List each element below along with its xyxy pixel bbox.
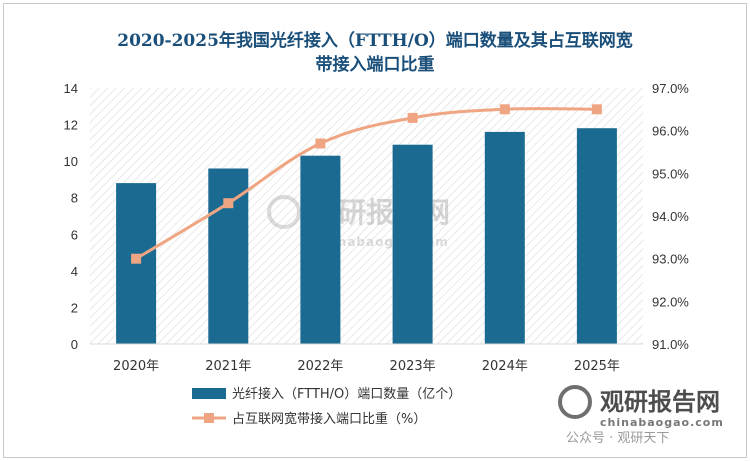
y-left-tick-label: 14 — [64, 81, 78, 96]
y-right-tick-label: 92.0% — [652, 294, 689, 309]
bar-2021年 — [208, 168, 249, 344]
line-point-2023年 — [407, 112, 418, 123]
legend: 光纤接入（FTTH/O）端口数量（亿个） 占互联网宽带接入端口比重（%） — [192, 386, 461, 427]
bar-2022年 — [300, 155, 341, 344]
legend-line-marker — [204, 413, 214, 423]
bar-2025年 — [576, 128, 617, 344]
ratio-line — [135, 107, 597, 260]
line-series — [131, 104, 602, 264]
x-axis: 2020年 2021年 2022年 2023年 2024年 2025年 — [113, 359, 620, 374]
bar-2023年 — [392, 144, 433, 344]
watermark-corner-subtext: chinabaogao.com — [600, 416, 724, 429]
x-tick-label: 2024年 — [482, 359, 528, 374]
bar-2024年 — [484, 131, 525, 344]
line-point-2020年 — [131, 253, 142, 264]
chart-title-line-1: 2020-2025年我国光纤接入（FTTH/O）端口数量及其占互联网宽 — [117, 30, 633, 51]
y-left-axis: 0 2 4 6 8 10 12 14 — [64, 81, 78, 352]
bar-series — [116, 128, 617, 344]
y-right-tick-label: 93.0% — [652, 252, 689, 267]
corner-logo-icon — [558, 385, 592, 419]
legend-line-label: 占互联网宽带接入端口比重（%） — [232, 411, 426, 427]
watermark-account-text: 公众号 · 观研天下 — [566, 431, 669, 446]
y-right-tick-label: 97.0% — [652, 81, 689, 96]
y-left-tick-label: 4 — [71, 264, 78, 279]
line-point-2024年 — [499, 104, 510, 115]
watermark-corner: 观研报告网 chinabaogao.com 公众号 · 观研天下 — [558, 385, 724, 446]
chart-title-line-2: 带接入端口比重 — [316, 54, 435, 75]
plot-area — [90, 88, 643, 344]
line-point-2025年 — [591, 104, 602, 115]
x-tick-label: 2021年 — [205, 359, 251, 374]
x-tick-label: 2020年 — [113, 359, 159, 374]
y-left-tick-label: 0 — [71, 337, 78, 352]
watermark-corner-text: 观研报告网 — [600, 388, 720, 416]
x-tick-label: 2023年 — [390, 359, 436, 374]
x-tick-label: 2025年 — [574, 359, 620, 374]
y-left-tick-label: 10 — [64, 154, 78, 169]
y-left-tick-label: 8 — [71, 191, 78, 206]
line-point-2022年 — [315, 138, 326, 149]
y-left-tick-label: 12 — [64, 118, 78, 133]
y-right-axis: 91.0% 92.0% 93.0% 94.0% 95.0% 96.0% 97.0% — [652, 81, 689, 352]
legend-bar-swatch — [192, 388, 226, 399]
y-right-tick-label: 91.0% — [652, 337, 689, 352]
watermark-logo-icon — [267, 195, 301, 229]
y-left-tick-label: 6 — [71, 227, 78, 242]
y-right-tick-label: 96.0% — [652, 124, 689, 139]
y-right-tick-label: 94.0% — [652, 209, 689, 224]
line-point-2021年 — [223, 198, 234, 209]
x-tick-label: 2022年 — [297, 359, 343, 374]
legend-bar-label: 光纤接入（FTTH/O）端口数量（亿个） — [232, 386, 461, 402]
y-left-tick-label: 2 — [71, 300, 78, 315]
y-right-tick-label: 95.0% — [652, 166, 689, 181]
